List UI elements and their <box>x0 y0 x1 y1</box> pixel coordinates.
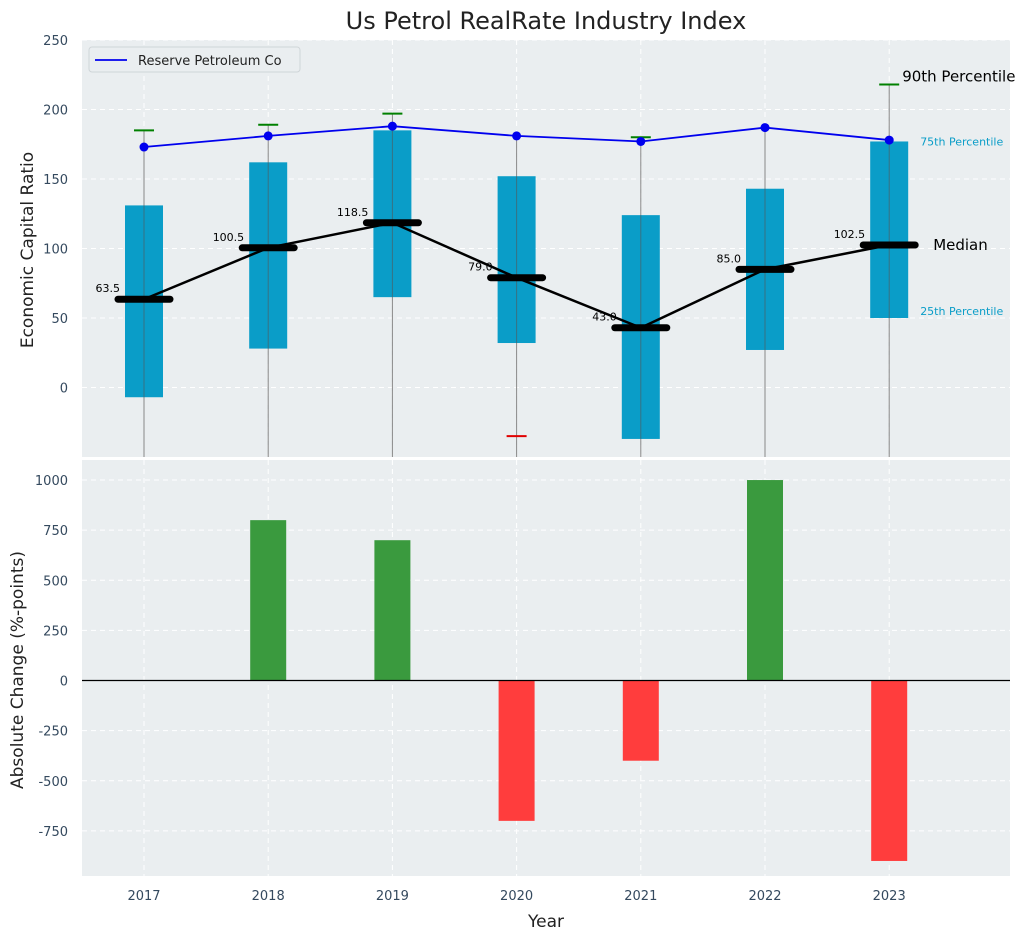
x-tick-label: 2019 <box>376 889 409 904</box>
x-tick-label: 2017 <box>127 889 160 904</box>
bottom-y-tick-label: 750 <box>43 524 68 539</box>
bottom-y-tick-label: -750 <box>38 825 68 840</box>
bottom-plot-background <box>82 460 1010 876</box>
x-tick-label: 2021 <box>624 889 657 904</box>
annotation-25th-percentile: 25th Percentile <box>920 305 1003 318</box>
series-point <box>512 131 522 141</box>
change-bar <box>622 680 659 761</box>
change-bar <box>250 520 287 681</box>
series-point <box>387 121 397 131</box>
x-tick-label: 2023 <box>873 889 906 904</box>
top-y-tick-label: 0 <box>60 382 68 397</box>
legend-label: Reserve Petroleum Co <box>138 54 282 69</box>
median-value-label: 118.5 <box>337 206 369 219</box>
change-bar <box>498 680 535 821</box>
change-bar <box>374 540 411 681</box>
median-value-label: 79.0 <box>468 261 493 274</box>
median-value-label: 100.5 <box>213 231 245 244</box>
top-y-tick-label: 200 <box>43 104 68 119</box>
top-y-tick-label: 50 <box>51 312 68 327</box>
bottom-y-axis-label: Absolute Change (%-points) <box>8 551 28 789</box>
series-point <box>636 136 646 146</box>
x-tick-label: 2020 <box>500 889 533 904</box>
median-value-label: 102.5 <box>834 228 866 241</box>
series-point <box>760 123 770 133</box>
x-axis-label: Year <box>527 912 564 932</box>
bottom-panel: -750 -500 -250 0 250 500 750 1000 2017 2018 2019 20… <box>35 460 1010 904</box>
change-bar <box>747 480 783 681</box>
series-point <box>884 135 894 145</box>
x-tick-label: 2022 <box>748 889 781 904</box>
annotation-median: Median <box>933 236 988 254</box>
series-point <box>139 142 149 152</box>
top-y-tick-label: 150 <box>43 173 68 188</box>
bottom-y-tick-label: 250 <box>43 624 68 639</box>
annotation-75th-percentile: 75th Percentile <box>920 135 1003 148</box>
series-point <box>263 131 273 141</box>
x-tick-label: 2018 <box>252 889 285 904</box>
median-value-label: 43.0 <box>592 311 617 324</box>
bottom-y-tick-label: 0 <box>60 675 68 690</box>
annotation-90th-percentile: 90th Percentile <box>902 67 1015 85</box>
median-value-label: 85.0 <box>717 252 742 265</box>
top-y-tick-label: 250 <box>43 34 68 49</box>
bottom-y-tick-label: -500 <box>38 775 68 790</box>
top-y-tick-label: 100 <box>43 243 68 258</box>
legend-box <box>88 46 301 73</box>
bottom-y-tick-label: 500 <box>43 574 68 589</box>
change-bar <box>871 680 908 861</box>
bottom-y-tick-label: -250 <box>38 725 68 740</box>
median-value-label: 63.5 <box>96 282 121 295</box>
top-y-axis-label: Economic Capital Ratio <box>18 152 38 348</box>
bottom-y-tick-label: 1000 <box>35 474 68 489</box>
top-panel: 0 50 100 150 200 250 63.5 100.5 118.5 79.0 43.0 85.… <box>43 34 1015 457</box>
chart-title: Us Petrol RealRate Industry Index <box>346 7 747 35</box>
